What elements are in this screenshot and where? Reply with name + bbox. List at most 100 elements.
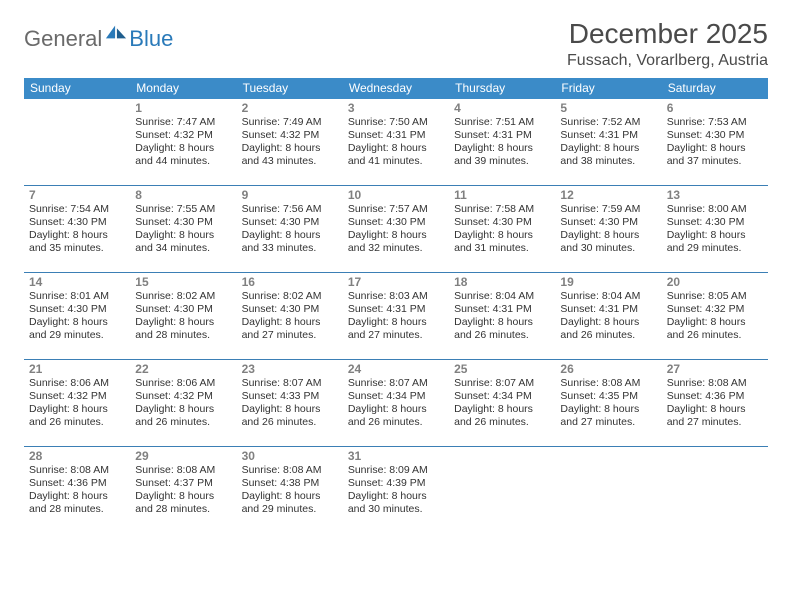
- sunrise-text: Sunrise: 7:56 AM: [242, 203, 338, 216]
- date-number: 27: [667, 362, 763, 376]
- date-number: 29: [135, 449, 231, 463]
- calendar-cell: [555, 447, 661, 533]
- sunset-text: Sunset: 4:34 PM: [454, 390, 550, 403]
- sunset-text: Sunset: 4:36 PM: [667, 390, 763, 403]
- day-info: Sunrise: 7:52 AMSunset: 4:31 PMDaylight:…: [560, 116, 656, 169]
- date-number: 17: [348, 275, 444, 289]
- day-info: Sunrise: 8:05 AMSunset: 4:32 PMDaylight:…: [667, 290, 763, 343]
- sunrise-text: Sunrise: 8:08 AM: [242, 464, 338, 477]
- sunrise-text: Sunrise: 8:02 AM: [135, 290, 231, 303]
- sunset-text: Sunset: 4:30 PM: [135, 303, 231, 316]
- calendar-cell: 19Sunrise: 8:04 AMSunset: 4:31 PMDayligh…: [555, 273, 661, 359]
- sunrise-text: Sunrise: 8:08 AM: [135, 464, 231, 477]
- sunrise-text: Sunrise: 8:08 AM: [667, 377, 763, 390]
- day-info: Sunrise: 8:06 AMSunset: 4:32 PMDaylight:…: [29, 377, 125, 430]
- day-info: Sunrise: 8:01 AMSunset: 4:30 PMDaylight:…: [29, 290, 125, 343]
- calendar-cell: 21Sunrise: 8:06 AMSunset: 4:32 PMDayligh…: [24, 360, 130, 446]
- sunset-text: Sunset: 4:32 PM: [29, 390, 125, 403]
- daylight-text: Daylight: 8 hours and 27 minutes.: [560, 403, 656, 429]
- date-number: 14: [29, 275, 125, 289]
- date-number: 2: [242, 101, 338, 115]
- day-info: Sunrise: 8:07 AMSunset: 4:34 PMDaylight:…: [348, 377, 444, 430]
- sunset-text: Sunset: 4:30 PM: [242, 303, 338, 316]
- calendar-cell: 24Sunrise: 8:07 AMSunset: 4:34 PMDayligh…: [343, 360, 449, 446]
- daylight-text: Daylight: 8 hours and 29 minutes.: [29, 316, 125, 342]
- daylight-text: Daylight: 8 hours and 27 minutes.: [348, 316, 444, 342]
- sunrise-text: Sunrise: 7:51 AM: [454, 116, 550, 129]
- date-number: 22: [135, 362, 231, 376]
- calendar-cell: 18Sunrise: 8:04 AMSunset: 4:31 PMDayligh…: [449, 273, 555, 359]
- daylight-text: Daylight: 8 hours and 26 minutes.: [454, 316, 550, 342]
- day-info: Sunrise: 7:54 AMSunset: 4:30 PMDaylight:…: [29, 203, 125, 256]
- sunset-text: Sunset: 4:31 PM: [454, 129, 550, 142]
- sunrise-text: Sunrise: 8:07 AM: [242, 377, 338, 390]
- sunset-text: Sunset: 4:36 PM: [29, 477, 125, 490]
- calendar-cell: [449, 447, 555, 533]
- day-info: Sunrise: 8:08 AMSunset: 4:36 PMDaylight:…: [29, 464, 125, 517]
- daylight-text: Daylight: 8 hours and 26 minutes.: [667, 316, 763, 342]
- calendar-cell: [24, 99, 130, 185]
- sunrise-text: Sunrise: 7:54 AM: [29, 203, 125, 216]
- sunset-text: Sunset: 4:33 PM: [242, 390, 338, 403]
- day-header: Wednesday: [343, 78, 449, 99]
- brand-logo: General Blue: [24, 18, 173, 52]
- day-info: Sunrise: 8:04 AMSunset: 4:31 PMDaylight:…: [560, 290, 656, 343]
- sunrise-text: Sunrise: 7:59 AM: [560, 203, 656, 216]
- sunrise-text: Sunrise: 8:01 AM: [29, 290, 125, 303]
- calendar-cell: 5Sunrise: 7:52 AMSunset: 4:31 PMDaylight…: [555, 99, 661, 185]
- day-info: Sunrise: 8:02 AMSunset: 4:30 PMDaylight:…: [242, 290, 338, 343]
- sunrise-text: Sunrise: 7:55 AM: [135, 203, 231, 216]
- daylight-text: Daylight: 8 hours and 34 minutes.: [135, 229, 231, 255]
- daylight-text: Daylight: 8 hours and 29 minutes.: [242, 490, 338, 516]
- day-header: Tuesday: [237, 78, 343, 99]
- daylight-text: Daylight: 8 hours and 38 minutes.: [560, 142, 656, 168]
- day-info: Sunrise: 7:47 AMSunset: 4:32 PMDaylight:…: [135, 116, 231, 169]
- sunset-text: Sunset: 4:30 PM: [454, 216, 550, 229]
- calendar-cell: 11Sunrise: 7:58 AMSunset: 4:30 PMDayligh…: [449, 186, 555, 272]
- sunrise-text: Sunrise: 8:09 AM: [348, 464, 444, 477]
- calendar-cell: 2Sunrise: 7:49 AMSunset: 4:32 PMDaylight…: [237, 99, 343, 185]
- sunset-text: Sunset: 4:30 PM: [667, 216, 763, 229]
- daylight-text: Daylight: 8 hours and 32 minutes.: [348, 229, 444, 255]
- day-info: Sunrise: 7:56 AMSunset: 4:30 PMDaylight:…: [242, 203, 338, 256]
- day-info: Sunrise: 7:55 AMSunset: 4:30 PMDaylight:…: [135, 203, 231, 256]
- sunrise-text: Sunrise: 7:58 AM: [454, 203, 550, 216]
- calendar-cell: 27Sunrise: 8:08 AMSunset: 4:36 PMDayligh…: [662, 360, 768, 446]
- day-info: Sunrise: 7:58 AMSunset: 4:30 PMDaylight:…: [454, 203, 550, 256]
- sunset-text: Sunset: 4:31 PM: [348, 303, 444, 316]
- calendar-cell: 29Sunrise: 8:08 AMSunset: 4:37 PMDayligh…: [130, 447, 236, 533]
- date-number: 3: [348, 101, 444, 115]
- sunset-text: Sunset: 4:30 PM: [242, 216, 338, 229]
- day-info: Sunrise: 7:49 AMSunset: 4:32 PMDaylight:…: [242, 116, 338, 169]
- daylight-text: Daylight: 8 hours and 43 minutes.: [242, 142, 338, 168]
- sunset-text: Sunset: 4:31 PM: [560, 303, 656, 316]
- sunrise-text: Sunrise: 7:50 AM: [348, 116, 444, 129]
- day-info: Sunrise: 8:03 AMSunset: 4:31 PMDaylight:…: [348, 290, 444, 343]
- calendar-cell: 22Sunrise: 8:06 AMSunset: 4:32 PMDayligh…: [130, 360, 236, 446]
- date-number: 16: [242, 275, 338, 289]
- sunset-text: Sunset: 4:35 PM: [560, 390, 656, 403]
- sunset-text: Sunset: 4:31 PM: [348, 129, 444, 142]
- daylight-text: Daylight: 8 hours and 26 minutes.: [29, 403, 125, 429]
- sunrise-text: Sunrise: 7:49 AM: [242, 116, 338, 129]
- calendar-cell: 23Sunrise: 8:07 AMSunset: 4:33 PMDayligh…: [237, 360, 343, 446]
- calendar-cell: 4Sunrise: 7:51 AMSunset: 4:31 PMDaylight…: [449, 99, 555, 185]
- sunrise-text: Sunrise: 8:00 AM: [667, 203, 763, 216]
- calendar-cell: 25Sunrise: 8:07 AMSunset: 4:34 PMDayligh…: [449, 360, 555, 446]
- sunset-text: Sunset: 4:30 PM: [667, 129, 763, 142]
- daylight-text: Daylight: 8 hours and 26 minutes.: [560, 316, 656, 342]
- date-number: 13: [667, 188, 763, 202]
- date-number: 5: [560, 101, 656, 115]
- date-number: 24: [348, 362, 444, 376]
- sunrise-text: Sunrise: 8:05 AM: [667, 290, 763, 303]
- date-number: 31: [348, 449, 444, 463]
- date-number: 11: [454, 188, 550, 202]
- date-number: 26: [560, 362, 656, 376]
- day-info: Sunrise: 7:59 AMSunset: 4:30 PMDaylight:…: [560, 203, 656, 256]
- sunset-text: Sunset: 4:39 PM: [348, 477, 444, 490]
- day-info: Sunrise: 7:53 AMSunset: 4:30 PMDaylight:…: [667, 116, 763, 169]
- date-number: 28: [29, 449, 125, 463]
- date-number: 15: [135, 275, 231, 289]
- calendar-cell: 6Sunrise: 7:53 AMSunset: 4:30 PMDaylight…: [662, 99, 768, 185]
- sunset-text: Sunset: 4:30 PM: [135, 216, 231, 229]
